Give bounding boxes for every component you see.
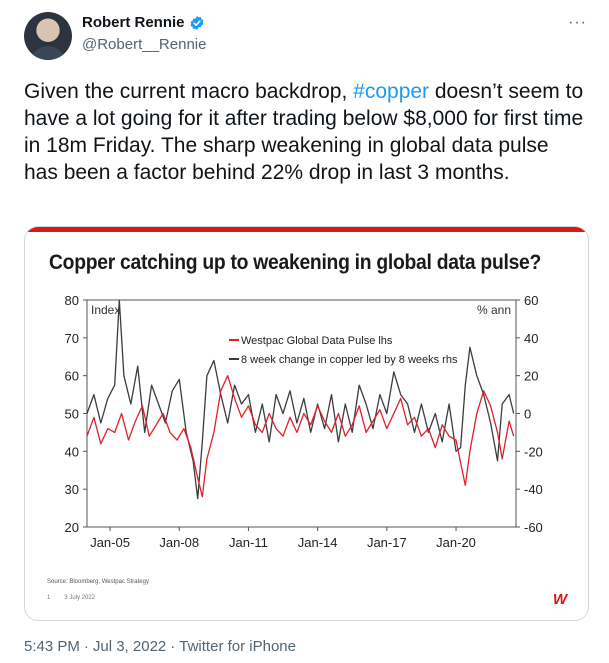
tweet-date[interactable]: Jul 3, 2022	[92, 638, 167, 655]
left-tick-label: 30	[65, 482, 79, 497]
verified-badge-icon	[190, 15, 203, 30]
chart-date: 3 July 2022	[64, 595, 96, 601]
author-name-row: Robert Rennie	[82, 14, 205, 31]
right-tick-label: 0	[524, 407, 531, 422]
right-tick-label: 20	[524, 369, 538, 384]
tweet-text-part2: doesn’t seem to have a lot going for it …	[24, 80, 584, 184]
right-tick-label: -20	[524, 444, 543, 459]
tweet-text: Given the current macro backdrop, #coppe…	[24, 78, 584, 186]
more-options-icon[interactable]: ···	[568, 14, 587, 31]
chart-title: Copper catching up to weakening in globa…	[49, 251, 542, 274]
left-tick-label: 50	[65, 407, 79, 422]
tweet-meta: 5:43 PM · Jul 3, 2022 · Twitter for iPhone	[24, 638, 296, 655]
right-tick-label: 40	[524, 331, 538, 346]
series-copper-change-line	[86, 299, 515, 500]
left-tick-label: 70	[65, 331, 79, 346]
hashtag-link[interactable]: #copper	[353, 80, 430, 103]
chart-plot: 80 70 60 50 40 30 20 60 40 20 0 -20 -40 -60 Jan-05 Jan-…	[65, 293, 543, 550]
attached-chart-image[interactable]: Copper catching up to weakening in globa…	[24, 226, 589, 621]
page-date-note: 1 3 July 2022	[47, 595, 95, 601]
x-tick-label: Jan-17	[367, 535, 407, 550]
tweet-text-part1: Given the current macro backdrop,	[24, 80, 354, 103]
legend-item-copper-change: 8 week change in copper led by 8 weeks r…	[241, 354, 458, 366]
author-display-name[interactable]: Robert Rennie	[82, 14, 185, 31]
left-tick-label: 80	[65, 293, 79, 308]
westpac-logo: W	[552, 591, 567, 608]
card-top-bar	[25, 227, 588, 232]
tweet-source[interactable]: Twitter for iPhone	[179, 638, 296, 655]
x-tick-label: Jan-11	[229, 535, 268, 550]
page-number: 1	[47, 595, 51, 601]
legend-item-global-data-pulse: Westpac Global Data Pulse lhs	[241, 335, 393, 347]
x-tick-label: Jan-05	[90, 535, 130, 550]
x-tick-label: Jan-14	[298, 535, 338, 550]
meta-separator: ·	[83, 638, 89, 655]
series-global-data-pulse-line	[86, 375, 515, 498]
left-tick-label: 40	[65, 444, 79, 459]
left-axis-label: Index	[91, 303, 120, 317]
tweet-time[interactable]: 5:43 PM	[24, 638, 80, 655]
right-axis-label: % ann	[477, 303, 511, 317]
x-tick-label: Jan-08	[159, 535, 199, 550]
right-tick-label: -60	[524, 520, 543, 535]
x-tick-label: Jan-20	[436, 535, 476, 550]
source-note: Source: Bloomberg, Westpac Strategy	[47, 579, 149, 585]
right-tick-label: -40	[524, 482, 543, 497]
left-tick-label: 20	[65, 520, 79, 535]
chart-legend: Westpac Global Data Pulse lhs 8 week chan…	[229, 335, 458, 366]
left-tick-label: 60	[65, 369, 79, 384]
meta-separator: ·	[170, 638, 176, 655]
right-tick-label: 60	[524, 293, 538, 308]
author-handle[interactable]: @Robert__Rennie	[82, 36, 207, 53]
avatar[interactable]	[24, 12, 72, 60]
